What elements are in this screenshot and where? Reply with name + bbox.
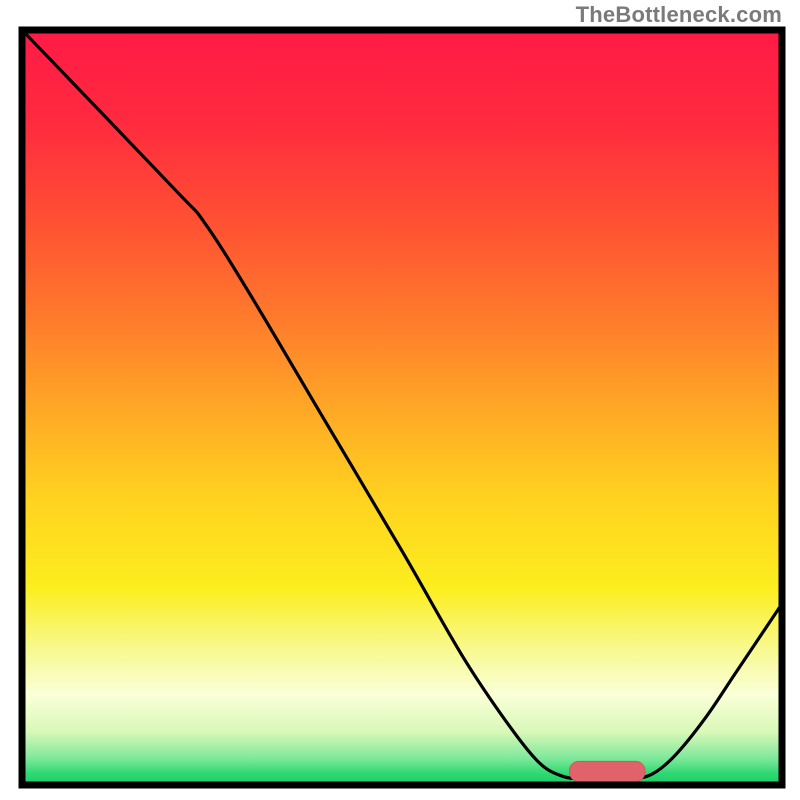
optimum-marker [569,761,645,781]
bottleneck-chart [0,0,800,800]
chart-container: TheBottleneck.com [0,0,800,800]
plot-area [22,30,782,785]
watermark-text: TheBottleneck.com [576,2,782,28]
gradient-background [22,30,782,785]
